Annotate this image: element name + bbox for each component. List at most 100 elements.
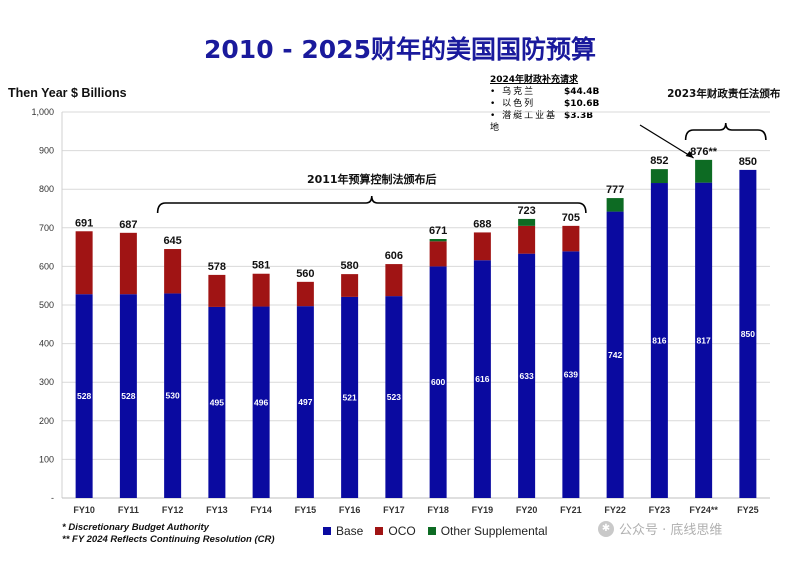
legend-label: Other Supplemental bbox=[440, 524, 548, 538]
bar-base-value-label: 742 bbox=[608, 350, 622, 360]
callout-label: • 潜艇工业基地 bbox=[490, 111, 558, 133]
callout-row-submarine: • 潜艇工业基地 $3.3B bbox=[490, 110, 599, 134]
annotation-fiscal-responsibility-act: 2023年财政责任法颁布 bbox=[667, 87, 781, 100]
legend-swatch bbox=[427, 527, 436, 535]
bar-oco bbox=[296, 281, 314, 307]
callout-row-israel: • 以色列 $10.6B bbox=[490, 98, 599, 110]
bar-total-label: 606 bbox=[385, 250, 403, 262]
y-tick-label: 500 bbox=[39, 300, 54, 310]
legend-swatch bbox=[375, 527, 384, 535]
callout-arrow bbox=[639, 124, 694, 159]
bar-base bbox=[650, 183, 668, 499]
legend-item-other-supplemental: Other Supplemental bbox=[427, 524, 548, 538]
bar-oco bbox=[164, 249, 182, 294]
bar-base bbox=[164, 293, 182, 498]
bar-oco bbox=[518, 225, 536, 254]
x-tick-label: FY13 bbox=[206, 505, 228, 515]
y-tick-label: 600 bbox=[39, 261, 54, 271]
y-tick-label: 300 bbox=[39, 377, 54, 387]
bar-oco bbox=[562, 225, 580, 252]
bar-base bbox=[739, 169, 757, 498]
footnote-discretionary: * Discretionary Budget Authority bbox=[62, 522, 209, 533]
x-tick-label: FY10 bbox=[73, 505, 95, 515]
bar-total-label: 876** bbox=[690, 146, 718, 158]
callout-value: $10.6B bbox=[564, 99, 600, 109]
supplemental-request-callout: 2024年财政补充请求 • 乌克兰 $44.4B • 以色列 $10.6B • … bbox=[490, 74, 599, 134]
bar-other-supplemental bbox=[695, 159, 713, 183]
x-tick-label: FY24** bbox=[689, 505, 718, 515]
bar-base-value-label: 530 bbox=[166, 391, 180, 401]
bar-base-value-label: 639 bbox=[564, 370, 578, 380]
chart-legend: Base OCO Other Supplemental bbox=[323, 524, 559, 538]
x-tick-label: FY15 bbox=[295, 505, 317, 515]
bar-base bbox=[341, 296, 359, 498]
callout-title: 2024年财政补充请求 bbox=[490, 75, 579, 85]
bar-base-value-label: 817 bbox=[697, 335, 711, 345]
x-tick-label: FY11 bbox=[118, 505, 139, 515]
bar-base-value-label: 528 bbox=[121, 391, 135, 401]
wechat-icon: ✱ bbox=[598, 520, 614, 537]
bar-base bbox=[695, 182, 713, 498]
bar-oco bbox=[75, 231, 93, 295]
y-tick-label: 400 bbox=[39, 339, 54, 349]
y-tick-label: 1,000 bbox=[31, 107, 54, 117]
callout-value: $44.4B bbox=[564, 87, 600, 97]
legend-item-oco: OCO bbox=[375, 524, 416, 538]
legend-item-base: Base bbox=[323, 524, 363, 538]
bar-base-value-label: 528 bbox=[77, 391, 91, 401]
x-tick-label: FY23 bbox=[649, 505, 671, 515]
x-tick-label: FY20 bbox=[516, 505, 538, 515]
bar-oco bbox=[473, 232, 491, 261]
bar-base bbox=[296, 306, 314, 498]
watermark: ✱ 公众号 · 底线思维 bbox=[598, 519, 722, 538]
bar-total-label: 580 bbox=[340, 260, 358, 272]
x-tick-label: FY19 bbox=[472, 505, 494, 515]
y-tick-label: 900 bbox=[39, 146, 54, 156]
bar-other-supplemental bbox=[606, 198, 624, 212]
bar-base-value-label: 521 bbox=[343, 392, 357, 402]
bar-oco bbox=[341, 274, 359, 297]
y-axis-label: Then Year $ Billions bbox=[8, 86, 127, 100]
bar-total-label: 560 bbox=[296, 268, 314, 280]
bar-total-label: 578 bbox=[208, 261, 226, 273]
x-tick-label: FY22 bbox=[604, 505, 626, 515]
legend-label: OCO bbox=[388, 524, 416, 538]
bar-oco bbox=[208, 274, 226, 307]
annotation-budget-control-act: 2011年预算控制法颁布后 bbox=[307, 172, 437, 186]
bar-other-supplemental bbox=[518, 218, 536, 226]
chart-title: 2010 - 2025财年的美国国防预算 bbox=[204, 35, 596, 64]
bar-base-value-label: 850 bbox=[741, 329, 755, 339]
x-tick-label: FY14 bbox=[250, 505, 272, 515]
x-tick-label: FY25 bbox=[737, 505, 759, 515]
bar-base bbox=[473, 260, 491, 498]
bar-total-label: 852 bbox=[650, 155, 668, 167]
bar-base-value-label: 496 bbox=[254, 397, 268, 407]
bar-base-value-label: 497 bbox=[298, 397, 312, 407]
x-tick-label: FY12 bbox=[162, 505, 184, 515]
y-tick-label: 800 bbox=[39, 184, 54, 194]
x-tick-label: FY21 bbox=[560, 505, 582, 515]
callout-label: • 以色列 bbox=[490, 99, 536, 109]
brace-budget-control-act bbox=[156, 195, 587, 214]
bar-base bbox=[252, 306, 270, 498]
bar-base bbox=[606, 211, 624, 498]
y-tick-label: - bbox=[51, 493, 54, 503]
bar-oco bbox=[252, 273, 270, 307]
x-tick-label: FY17 bbox=[383, 505, 405, 515]
legend-swatch bbox=[323, 527, 331, 535]
bar-total-label: 723 bbox=[517, 205, 535, 217]
bar-base-value-label: 633 bbox=[520, 371, 534, 381]
bar-base-value-label: 600 bbox=[431, 377, 445, 387]
bar-total-label: 671 bbox=[429, 225, 447, 237]
bar-total-label: 688 bbox=[473, 218, 491, 230]
bar-base bbox=[75, 294, 93, 498]
brace-fiscal-responsibility-act bbox=[684, 122, 767, 141]
x-tick-label: FY16 bbox=[339, 505, 361, 515]
bar-total-label: 705 bbox=[562, 212, 580, 224]
footnote-cr: ** FY 2024 Reflects Continuing Resolutio… bbox=[62, 534, 275, 545]
bar-base bbox=[562, 251, 580, 498]
callout-row-ukraine: • 乌克兰 $44.4B bbox=[490, 86, 599, 98]
bar-oco bbox=[429, 241, 447, 267]
bar-base bbox=[429, 266, 447, 498]
